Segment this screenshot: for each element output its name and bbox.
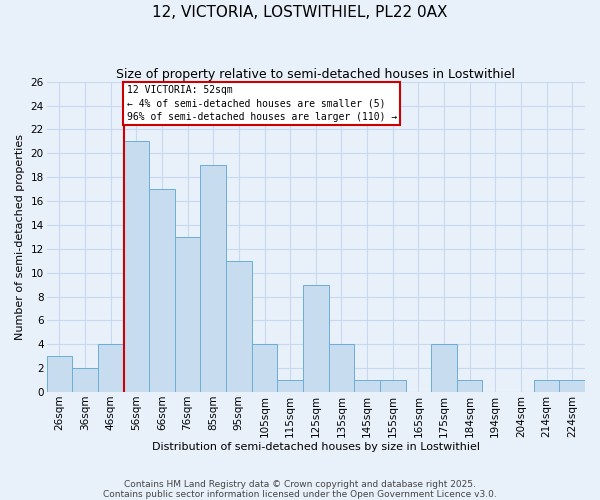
Bar <box>149 189 175 392</box>
Bar <box>72 368 98 392</box>
Bar <box>329 344 354 392</box>
Bar <box>534 380 559 392</box>
Bar <box>226 260 251 392</box>
Text: 12 VICTORIA: 52sqm
← 4% of semi-detached houses are smaller (5)
96% of semi-deta: 12 VICTORIA: 52sqm ← 4% of semi-detached… <box>127 85 397 122</box>
Bar <box>124 142 149 392</box>
Bar <box>431 344 457 392</box>
Bar <box>175 237 200 392</box>
Bar <box>200 165 226 392</box>
Bar <box>380 380 406 392</box>
Y-axis label: Number of semi-detached properties: Number of semi-detached properties <box>15 134 25 340</box>
Bar <box>559 380 585 392</box>
X-axis label: Distribution of semi-detached houses by size in Lostwithiel: Distribution of semi-detached houses by … <box>152 442 480 452</box>
Bar <box>457 380 482 392</box>
Bar <box>98 344 124 392</box>
Text: 12, VICTORIA, LOSTWITHIEL, PL22 0AX: 12, VICTORIA, LOSTWITHIEL, PL22 0AX <box>152 5 448 20</box>
Text: Contains HM Land Registry data © Crown copyright and database right 2025.
Contai: Contains HM Land Registry data © Crown c… <box>103 480 497 499</box>
Title: Size of property relative to semi-detached houses in Lostwithiel: Size of property relative to semi-detach… <box>116 68 515 80</box>
Bar <box>303 284 329 392</box>
Bar <box>251 344 277 392</box>
Bar <box>47 356 72 392</box>
Bar <box>354 380 380 392</box>
Bar <box>277 380 303 392</box>
